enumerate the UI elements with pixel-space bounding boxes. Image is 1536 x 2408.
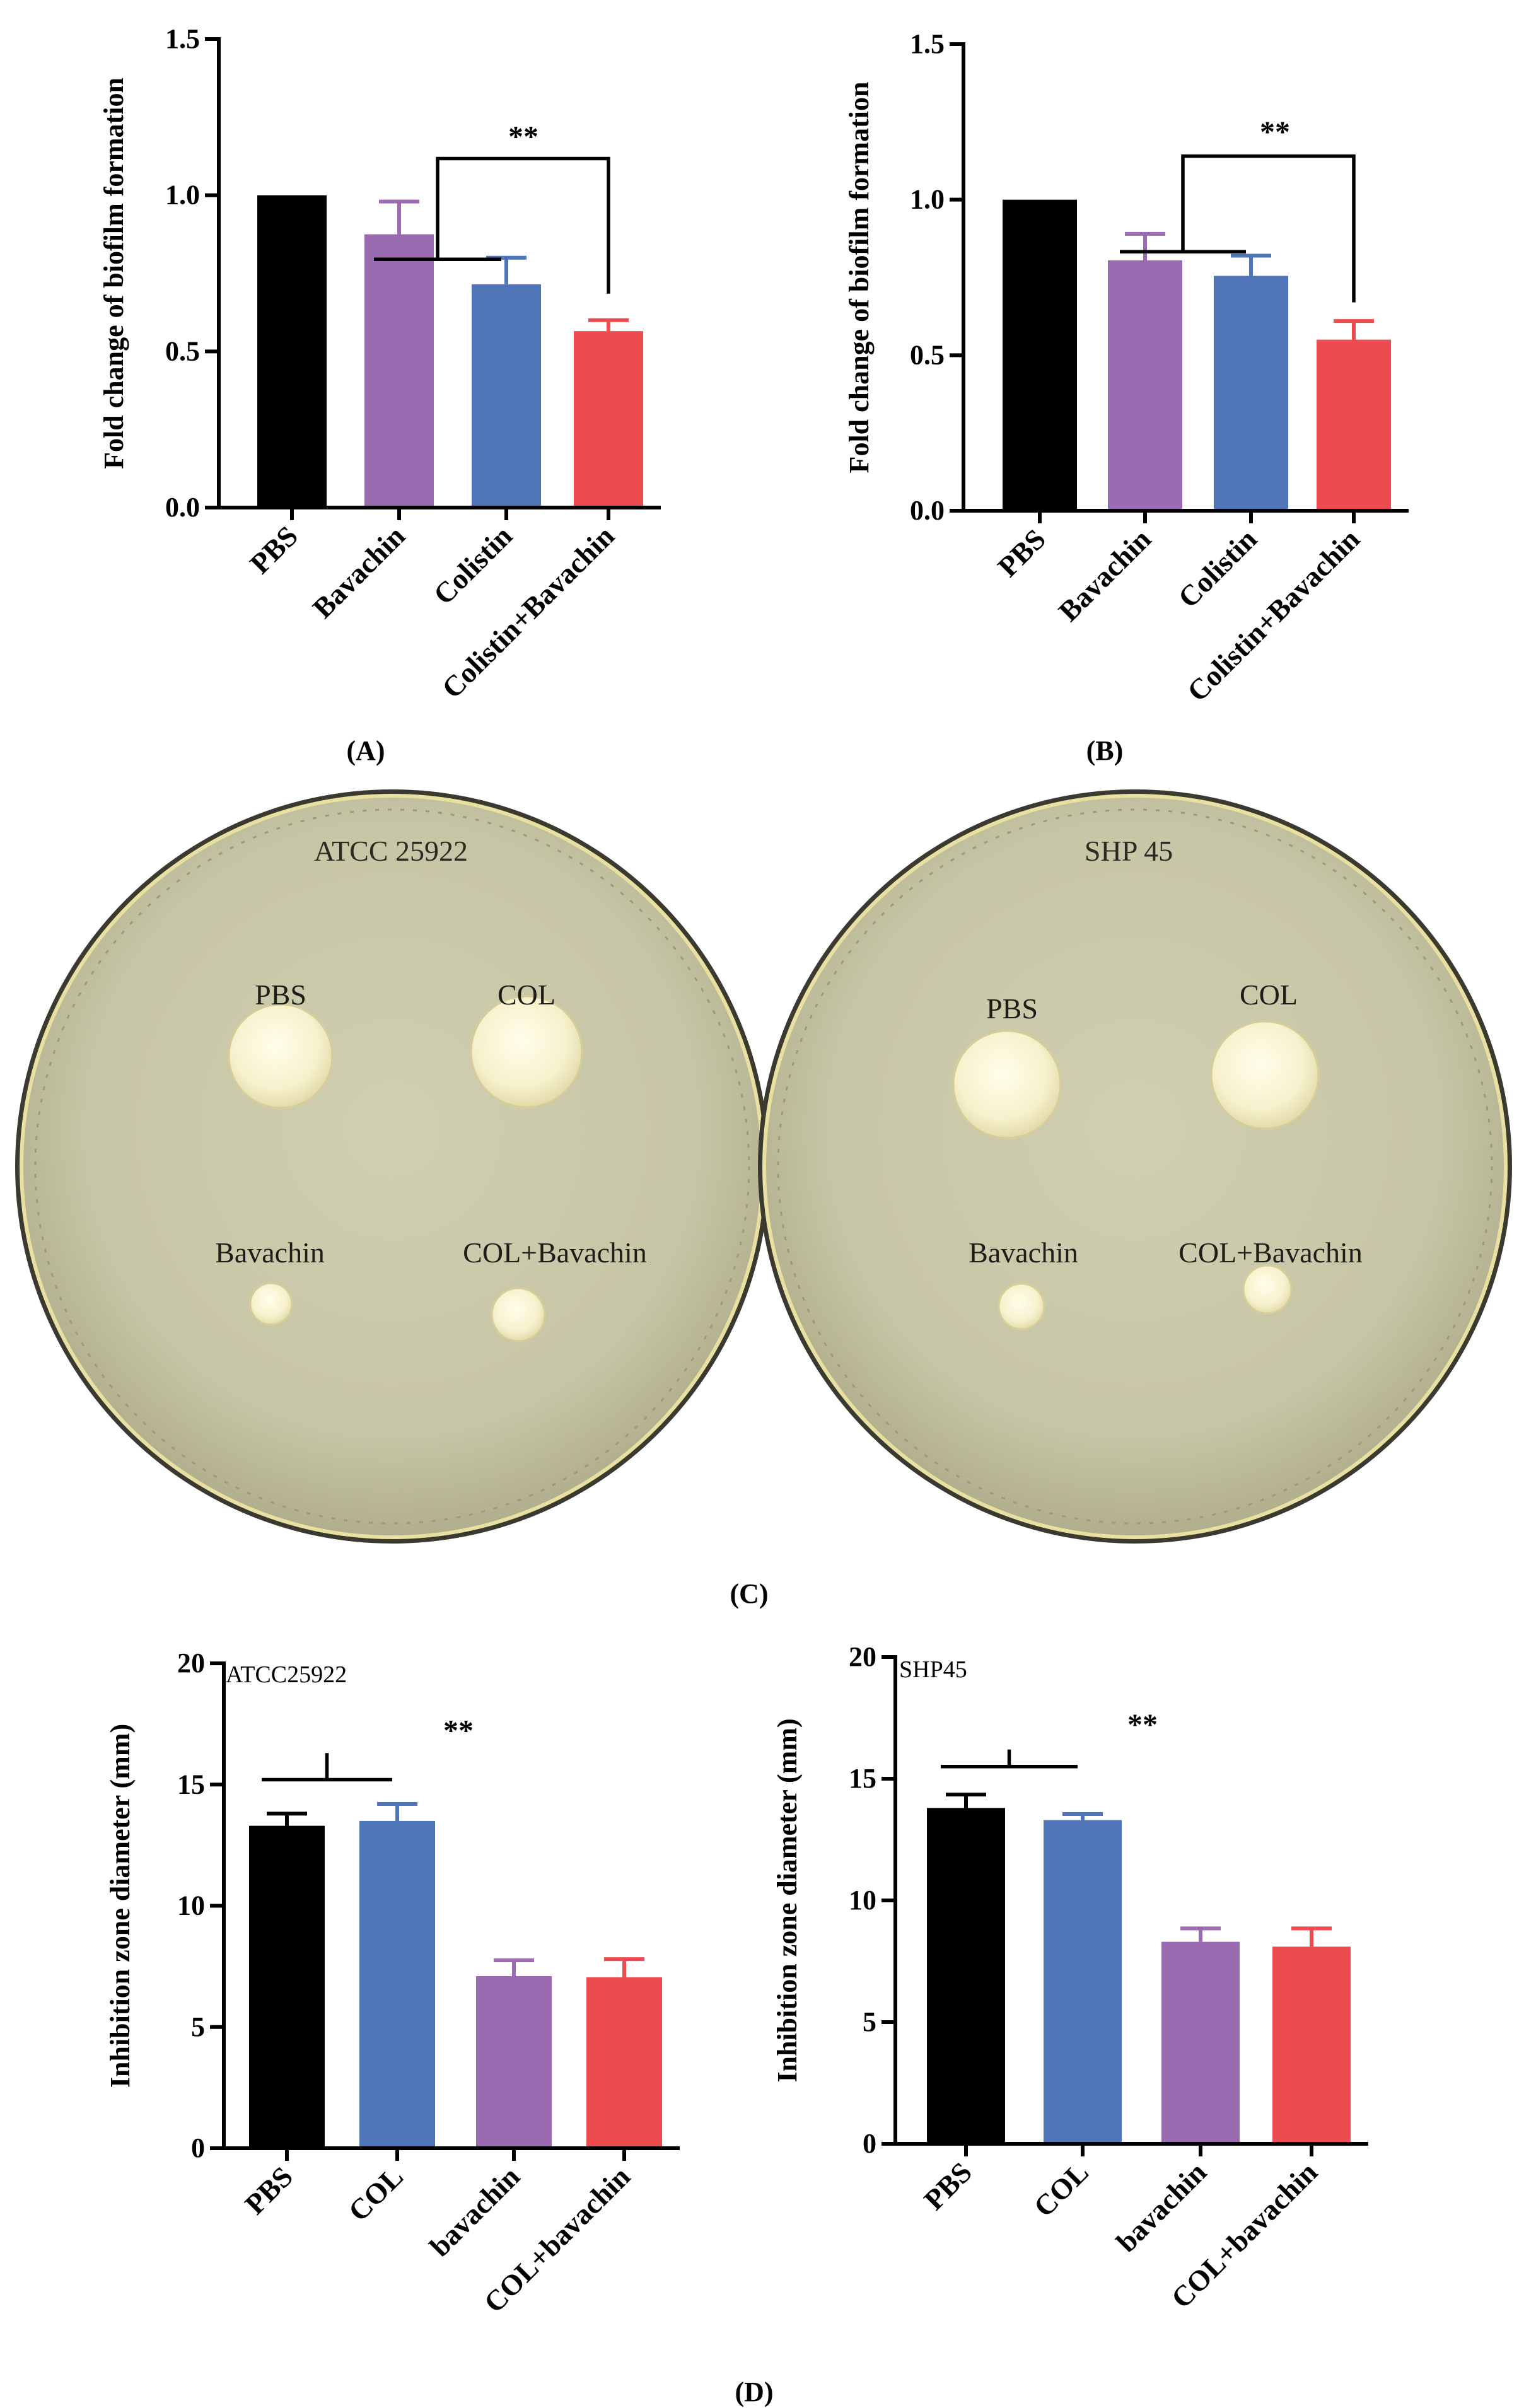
y-tick-label: 1.0 [165, 180, 200, 211]
x-tick-label: Colistin+Bavachin [436, 520, 620, 704]
plate-spot-label: PBS [986, 992, 1038, 1025]
bar-pbs [1003, 199, 1077, 509]
chart-4: 0 5 10 15 20 Inhibition zone diameter (mm) SHP… [772, 1641, 1368, 2315]
panel-labels-layer: (A) (B) (C) (D) [346, 735, 1123, 2407]
colony-pbs [952, 1030, 1062, 1139]
bar-bavachin [1108, 260, 1182, 509]
y-tick-label: 5 [863, 2006, 876, 2037]
y-tick-label: 5 [191, 2011, 205, 2042]
significance-label: ** [1127, 1708, 1158, 1742]
y-tick-label: 0 [191, 2132, 205, 2163]
x-tick-label: COL [1028, 2156, 1095, 2223]
y-tick-label: 0 [863, 2128, 876, 2159]
plate-spot-label: Bavachin [969, 1236, 1078, 1269]
significance-link [1181, 154, 1356, 303]
colony-col-plus-bavachin [1242, 1264, 1293, 1315]
significance-label: ** [1260, 115, 1290, 149]
plate-inner-rim [777, 808, 1493, 1525]
plate-agar [762, 794, 1508, 1539]
bar-bavachin [476, 1976, 552, 2146]
bar-col [359, 1820, 435, 2146]
bar-bavachin [364, 234, 434, 506]
panel-label: (D) [735, 2376, 773, 2407]
bar-colistin [1214, 276, 1288, 509]
y-tick-label: 1.5 [165, 23, 200, 54]
y-tick-label: 0.0 [910, 495, 945, 526]
x-tick-label: Bavachin [306, 520, 411, 624]
plate-spot-label: PBS [255, 979, 306, 1011]
x-tick-label: PBS [917, 2156, 978, 2216]
x-tick-label: PBS [243, 520, 304, 580]
x-tick-label: bavachin [1110, 2156, 1213, 2259]
plate-title: SHP 45 [1085, 835, 1173, 867]
bar-col [1044, 1820, 1122, 2142]
plate-spot-label: COL+Bavachin [1178, 1236, 1363, 1269]
colony-col-plus-bavachin [491, 1287, 546, 1342]
y-axis-label: Inhibition zone diameter (mm) [772, 1718, 803, 2082]
bar-pbs [249, 1825, 325, 2146]
y-tick-label: 15 [849, 1763, 876, 1794]
charts-layer: 0.0 0.5 1.0 1.5 Fold change of biofilm forma… [98, 23, 1409, 2319]
colony-col [1210, 1020, 1320, 1130]
petri-plate-1: ATCC 25922 PBS COL Bavachin COL+Bavachin [15, 789, 769, 1544]
colony-pbs [228, 1003, 334, 1109]
chart-2: 0.0 0.5 1.0 1.5 Fold change of biofilm forma… [844, 28, 1409, 707]
x-tick-label: bavachin [423, 2160, 526, 2263]
plate-spot-label: COL [497, 979, 556, 1011]
y-tick-label: 0.0 [165, 492, 200, 523]
colony-bavachin [249, 1282, 293, 1326]
y-tick-label: 10 [177, 1890, 205, 1921]
y-tick-label: 15 [177, 1769, 205, 1800]
bar-pbs [257, 195, 327, 506]
y-tick-label: 0.5 [165, 335, 200, 366]
bar-col-plus-bavachin [586, 1977, 662, 2146]
x-tick-label: COL [342, 2160, 410, 2228]
plate-spot-label: COL+Bavachin [463, 1236, 647, 1269]
bar-pbs [927, 1808, 1005, 2142]
panel-label: (C) [730, 1578, 768, 1609]
plate-spot-label: Bavachin [215, 1236, 325, 1269]
bar-bavachin [1161, 1941, 1240, 2142]
bar-colistin [472, 284, 541, 506]
chart-title: SHP45 [899, 1656, 967, 1683]
y-tick-label: 10 [849, 1885, 876, 1916]
panel-label: (B) [1086, 735, 1124, 766]
significance-label: ** [508, 120, 538, 153]
bar-colistin-plus-bavachin [1317, 339, 1391, 509]
bar-col-plus-bavachin [1272, 1946, 1351, 2142]
x-tick-label: PBS [238, 2160, 299, 2221]
y-tick-label: 0.5 [910, 339, 945, 370]
y-axis-label: Fold change of biofilm formation [98, 78, 129, 469]
plate-title: ATCC 25922 [314, 835, 468, 867]
x-tick-label: Colistin [428, 520, 519, 611]
y-tick-label: 20 [849, 1641, 876, 1672]
y-tick-label: 1.0 [910, 184, 945, 215]
y-axis-label: Inhibition zone diameter (mm) [105, 1724, 136, 2088]
x-tick-label: Colistin [1172, 523, 1264, 614]
chart-1: 0.0 0.5 1.0 1.5 Fold change of biofilm forma… [98, 23, 661, 704]
panel-label: (A) [346, 735, 385, 766]
colony-bavachin [998, 1283, 1045, 1330]
petri-plate-2: SHP 45 PBS COL Bavachin COL+Bavachin [758, 789, 1512, 1544]
bar-colistin-plus-bavachin [574, 331, 643, 506]
y-tick-label: 20 [177, 1648, 205, 1678]
y-tick-label: 1.5 [910, 28, 945, 59]
plate-agar [20, 794, 765, 1539]
x-tick-label: PBS [991, 523, 1052, 583]
chart-title: ATCC25922 [226, 1661, 347, 1688]
colony-col [470, 995, 583, 1108]
plate-inner-rim [34, 808, 750, 1525]
x-tick-label: Colistin+Bavachin [1181, 523, 1366, 707]
chart-3: 0 5 10 15 20 Inhibition zone diameter (mm) ATC… [105, 1648, 680, 2319]
x-tick-label: Bavachin [1052, 523, 1157, 627]
significance-label: ** [443, 1714, 474, 1748]
plate-spot-label: COL [1240, 979, 1298, 1011]
significance-link [436, 156, 610, 294]
y-axis-label: Fold change of biofilm formation [844, 82, 875, 474]
